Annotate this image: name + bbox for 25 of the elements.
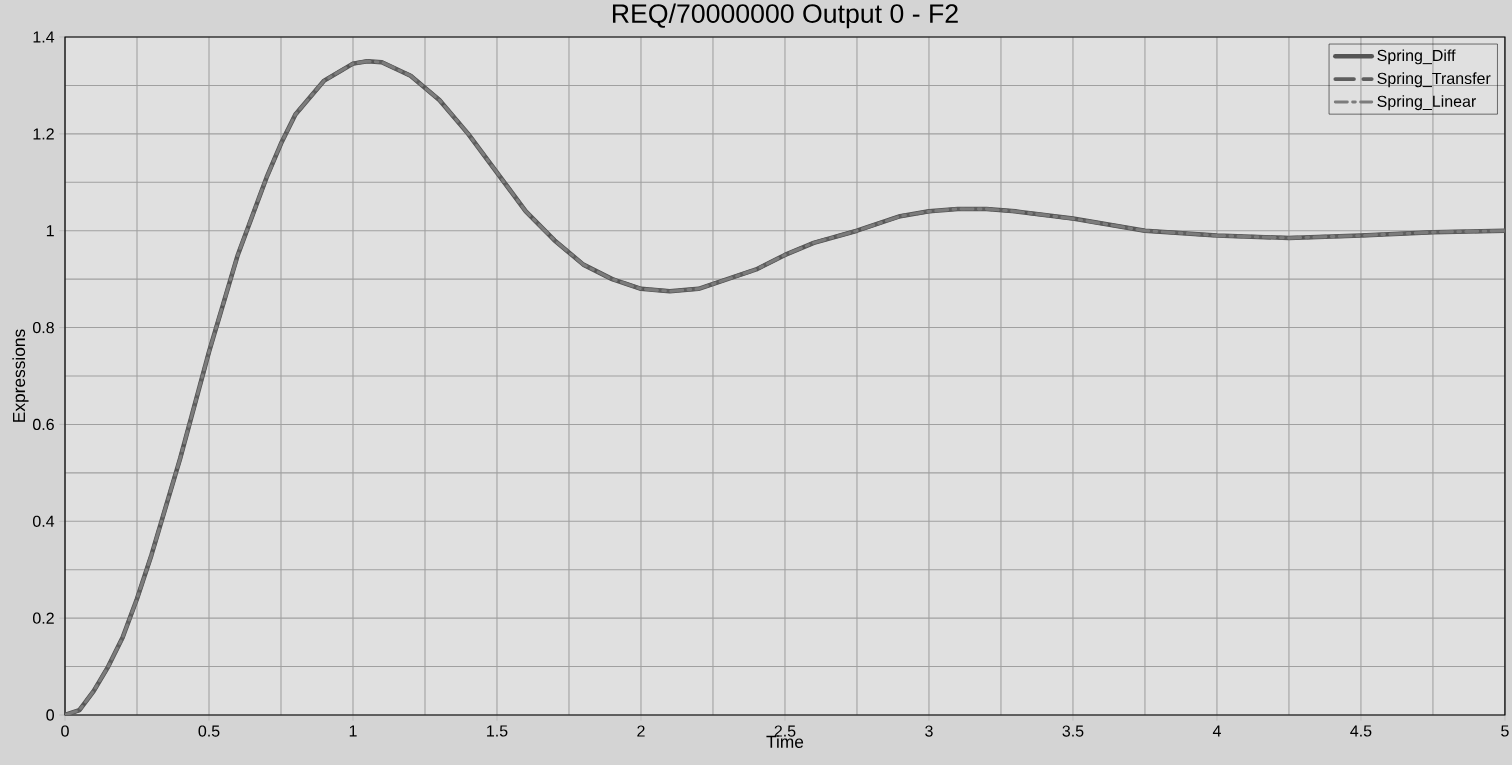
- y-tick-label: 1.4: [33, 31, 55, 43]
- x-tick-label: 1: [349, 725, 357, 737]
- x-axis-title: Time: [766, 735, 804, 748]
- y-tick-label: 1.2: [33, 128, 54, 140]
- legend-label: Spring_Transfer: [1377, 72, 1491, 88]
- x-tick-label: 2.5: [774, 725, 796, 737]
- y-tick-label: 0.4: [32, 515, 55, 527]
- y-tick-label: 0: [46, 709, 54, 721]
- x-tick-label: 2: [637, 725, 645, 737]
- x-tick-label: 5: [1501, 725, 1509, 737]
- x-tick-label: 3.5: [1062, 725, 1084, 737]
- y-tick-label: 1: [46, 225, 54, 237]
- y-axis-title: Expressions: [12, 329, 29, 422]
- x-tick-label: 3: [925, 725, 933, 737]
- x-tick-label: 0: [61, 725, 69, 737]
- x-tick-label: 4.5: [1350, 725, 1372, 737]
- chart-title: REQ/70000000 Output 0 - F2: [612, 3, 958, 29]
- x-tick-label: 0.5: [198, 725, 220, 737]
- legend-label: Spring_Diff: [1377, 49, 1456, 65]
- x-tick-label: 4: [1212, 725, 1221, 737]
- y-tick-label: 0.2: [32, 612, 54, 624]
- legend-label: Spring_Linear: [1377, 95, 1476, 111]
- x-tick-label: 1.5: [487, 725, 508, 737]
- y-tick-label: 0.8: [32, 321, 54, 334]
- y-tick-label: 0.6: [32, 418, 54, 431]
